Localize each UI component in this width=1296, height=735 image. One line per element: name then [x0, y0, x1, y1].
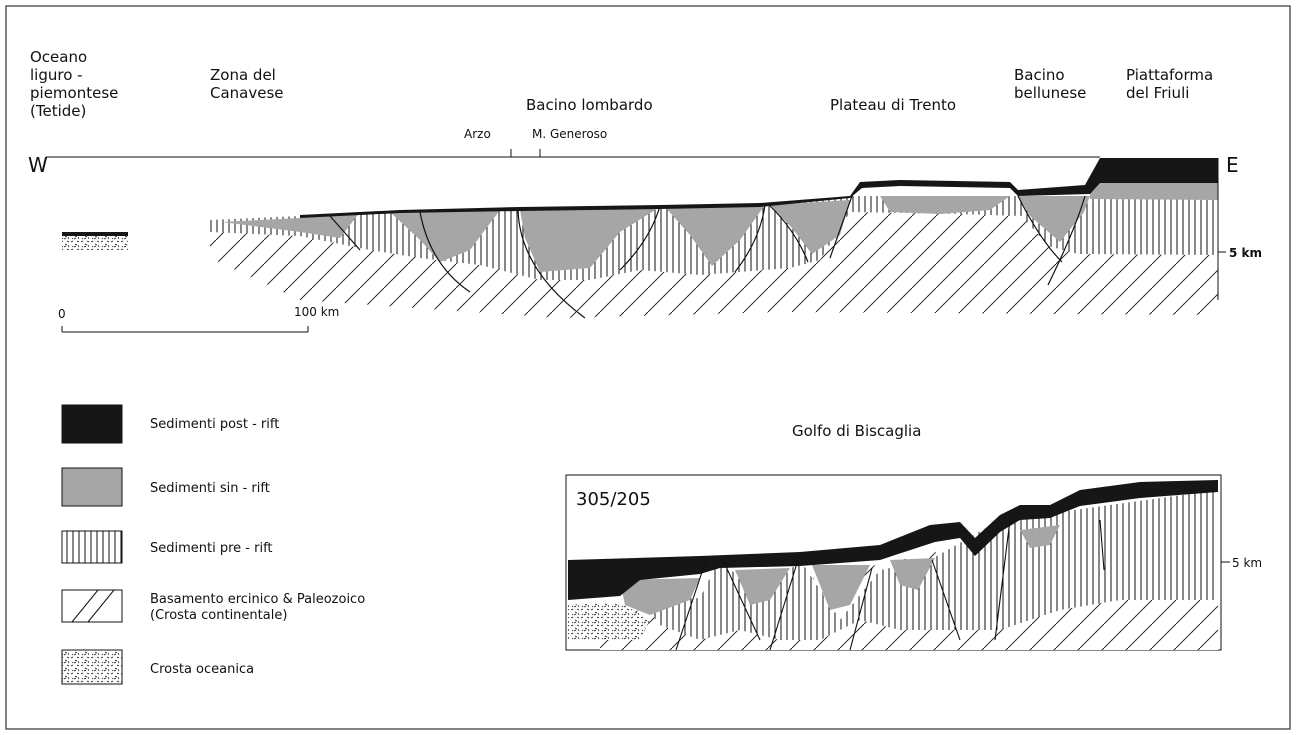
locality-m-generoso: M. Generoso — [532, 127, 607, 141]
legend-label-sin-rift: Sedimenti sin - rift — [150, 481, 270, 496]
figure-frame — [5, 5, 1291, 730]
legend-label-basement: Basamento ercinico & Paleozoico — [150, 592, 365, 607]
scale-bar-end-label: 100 km — [294, 305, 339, 319]
legend-swatch-post-rift — [61, 404, 123, 444]
legend-label-pre-rift: Sedimenti pre - rift — [150, 541, 273, 556]
inset-depth-label: 5 km — [1232, 556, 1262, 570]
west-letter: W — [28, 153, 48, 177]
inset-oceanic-crust — [568, 602, 650, 640]
oceanic-crust-west — [62, 236, 128, 250]
region-label-bacino-lombardo: Bacino lombardo — [526, 96, 653, 114]
inset-sin-rift — [620, 525, 1060, 615]
east-letter: E — [1226, 153, 1239, 177]
locality-arzo: Arzo — [464, 127, 491, 141]
legend-label-post-rift: Sedimenti post - rift — [150, 417, 279, 432]
main-cross-section: Oceano liguro - piemontese (Tetide) Zona… — [28, 48, 1262, 333]
legend-label-basement-sub: (Crosta continentale) — [150, 608, 287, 623]
post-rift-main — [300, 158, 1218, 218]
region-label-oceano: Oceano liguro - piemontese (Tetide) — [30, 48, 123, 120]
region-label-piattaforma-friuli: Piattaforma del Friuli — [1126, 66, 1218, 102]
legend-swatch-sin-rift — [61, 467, 123, 507]
scale-bar-start-label: 0 — [58, 307, 66, 321]
sin-rift-basins — [222, 183, 1218, 272]
inset-profile-id: 305/205 — [576, 489, 651, 510]
inset-post-rift — [568, 480, 1218, 600]
depth-label: 5 km — [1229, 246, 1262, 260]
inset-faults — [675, 519, 1105, 651]
region-label-plateau-trento: Plateau di Trento — [830, 96, 956, 114]
normal-faults — [329, 195, 1086, 319]
inset-title: Golfo di Biscaglia — [792, 422, 921, 440]
region-label-bacino-bellunese: Bacino bellunese — [1014, 66, 1086, 102]
region-label-canavese: Zona del Canavese — [210, 66, 284, 102]
legend-swatch-pre-rift — [61, 530, 123, 564]
legend: Sedimenti post - rift Sedimenti sin - ri… — [61, 404, 365, 685]
inset-golfo-di-biscaglia: Golfo di Biscaglia 305/205 — [565, 422, 1262, 651]
legend-swatch-oceanic-crust — [61, 649, 123, 685]
post-rift-west — [62, 232, 128, 236]
legend-label-oceanic-crust: Crosta oceanica — [150, 662, 254, 677]
